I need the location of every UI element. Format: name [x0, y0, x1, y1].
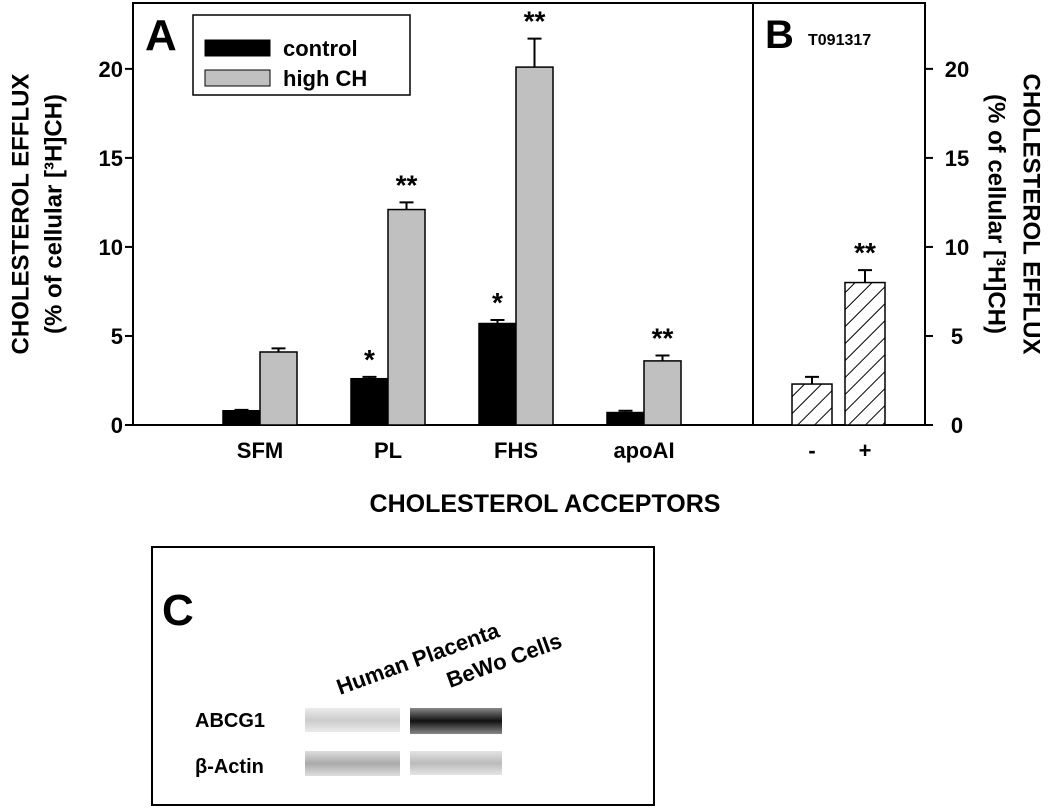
- bar: [606, 411, 645, 426]
- error-bar: [362, 375, 377, 379]
- panel-letter: C: [162, 586, 194, 635]
- subtitle: T091317: [808, 32, 871, 49]
- error-bar: [399, 201, 414, 210]
- blot-band: [410, 751, 502, 775]
- x-tick-label: -: [808, 438, 815, 463]
- x-tick-label: +: [859, 438, 872, 463]
- error-bar: [655, 354, 670, 361]
- significance: **: [524, 6, 546, 37]
- y-tick-label: 20: [945, 57, 969, 82]
- y-axis-label: (% of cellular [³H]CH): [40, 94, 67, 334]
- y-tick-label: 10: [945, 235, 969, 260]
- significance: *: [364, 344, 375, 375]
- blot-band: [305, 751, 400, 776]
- y-axis-label: CHOLESTEROL EFFLUX: [7, 74, 34, 355]
- bar: [259, 351, 298, 426]
- x-tick-label: apoAI: [613, 438, 674, 463]
- significance: **: [854, 237, 876, 268]
- significance: **: [652, 323, 674, 354]
- error-bar: [234, 408, 249, 411]
- error-bar: [490, 318, 505, 324]
- bar: [350, 377, 389, 426]
- y-tick-label: 5: [111, 324, 123, 349]
- error-bar: [858, 269, 872, 283]
- blot-band: [305, 708, 400, 732]
- significance: **: [396, 169, 418, 200]
- bar: [222, 410, 261, 426]
- panel-b-frame: [752, 2, 926, 426]
- y-axis-label: CHOLESTEROL EFFLUX: [1018, 74, 1045, 355]
- significance: *: [492, 287, 503, 318]
- bar: [387, 208, 426, 426]
- row-label: β-Actin: [195, 756, 264, 778]
- error-bar: [527, 37, 542, 68]
- y-tick-label: 10: [99, 235, 123, 260]
- bar: [643, 360, 682, 426]
- legend-swatch: [204, 39, 271, 57]
- panel-letter: A: [145, 11, 177, 60]
- error-bar: [618, 409, 633, 413]
- error-bar: [805, 375, 819, 385]
- y-tick-label: 0: [951, 413, 963, 438]
- x-tick-label: PL: [374, 438, 402, 463]
- bar: [515, 66, 554, 426]
- blot-band: [410, 708, 502, 734]
- legend-label: control: [283, 36, 358, 61]
- x-axis-label: CHOLESTEROL ACCEPTORS: [370, 490, 721, 518]
- x-tick-label: FHS: [494, 438, 538, 463]
- legend-label: high CH: [283, 66, 367, 91]
- y-tick-label: 15: [945, 146, 969, 171]
- row-label: ABCG1: [195, 710, 265, 732]
- y-axis-label: (% of cellular [³H]CH): [983, 94, 1010, 334]
- y-tick-label: 5: [951, 324, 963, 349]
- y-tick-label: 0: [111, 413, 123, 438]
- y-tick-label: 15: [99, 146, 123, 171]
- panel-c-frame: [151, 546, 655, 806]
- bar: [791, 383, 833, 426]
- legend-swatch: [204, 69, 271, 87]
- bar: [844, 281, 886, 426]
- panel-letter: B: [765, 13, 794, 57]
- error-bar: [271, 347, 286, 352]
- bar: [478, 322, 517, 426]
- y-tick-label: 20: [99, 57, 123, 82]
- x-tick-label: SFM: [237, 438, 283, 463]
